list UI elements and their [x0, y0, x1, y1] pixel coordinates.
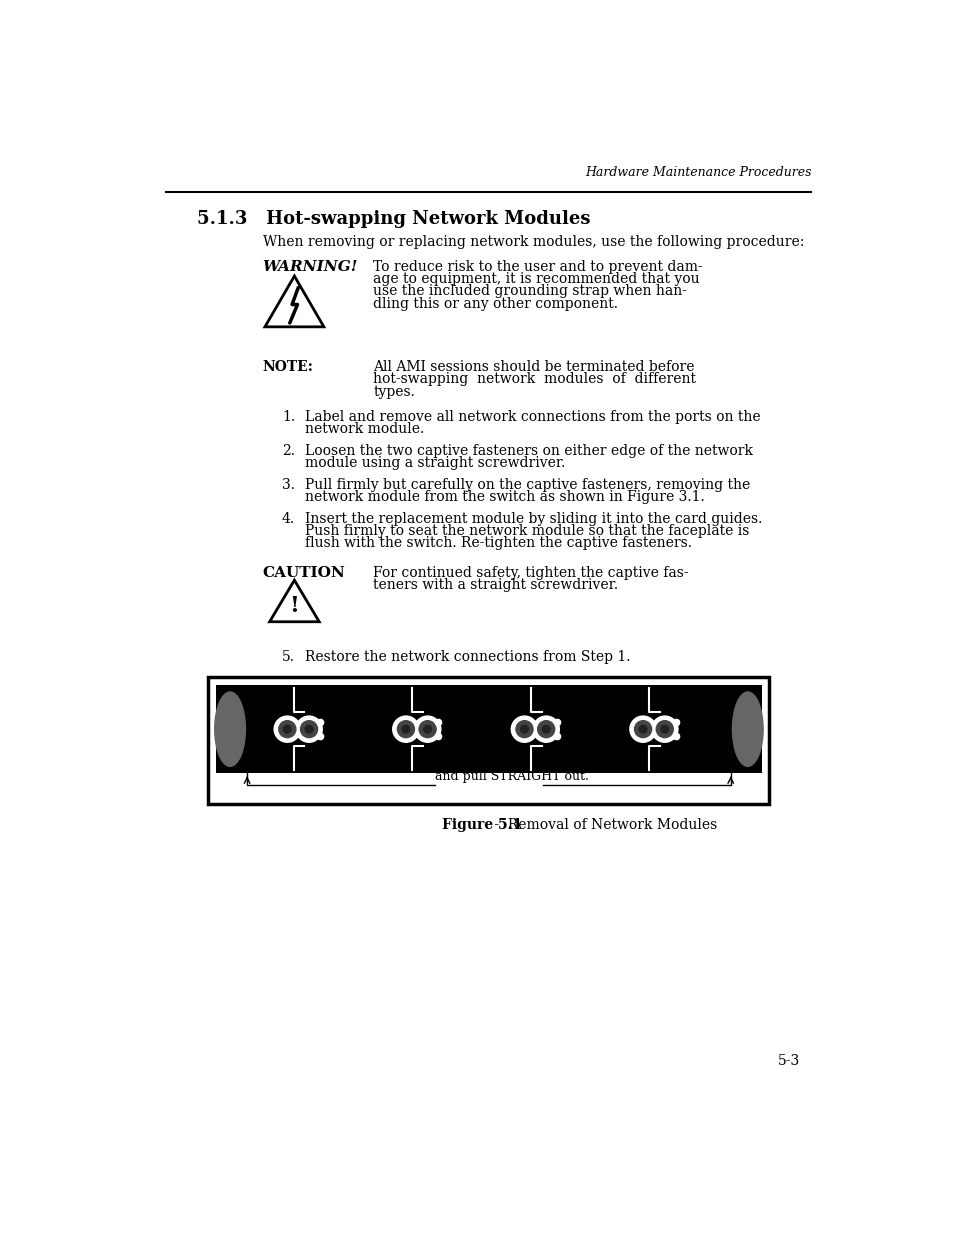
Text: Push firmly to seat the network module so that the faceplate is: Push firmly to seat the network module s… [305, 524, 749, 538]
Text: flush with the switch. Re-tighten the captive fasteners.: flush with the switch. Re-tighten the ca… [305, 536, 692, 551]
Text: 3.: 3. [282, 478, 294, 492]
Circle shape [414, 716, 440, 742]
Circle shape [537, 721, 554, 737]
Text: network module from the switch as shown in Figure 3.1.: network module from the switch as shown … [305, 490, 704, 504]
Circle shape [423, 725, 431, 734]
Text: NOTE:: NOTE: [262, 359, 314, 374]
Bar [216, 685, 760, 773]
Circle shape [283, 725, 291, 734]
Circle shape [516, 721, 533, 737]
Text: When removing or replacing network modules, use the following procedure:: When removing or replacing network modul… [262, 235, 803, 249]
Ellipse shape [214, 692, 245, 767]
Circle shape [397, 721, 414, 737]
Text: -  Removal of Network Modules: - Removal of Network Modules [490, 818, 717, 832]
Ellipse shape [732, 692, 762, 767]
Text: Label and remove all network connections from the ports on the: Label and remove all network connections… [305, 410, 760, 424]
Text: Restore the network connections from Step 1.: Restore the network connections from Ste… [305, 651, 630, 664]
Text: To reduce risk to the user and to prevent dam-: To reduce risk to the user and to preven… [373, 259, 702, 274]
Circle shape [300, 721, 317, 737]
Circle shape [639, 725, 646, 734]
Circle shape [278, 721, 295, 737]
Circle shape [520, 725, 528, 734]
Text: module using a straight screwdriver.: module using a straight screwdriver. [305, 456, 565, 471]
Circle shape [418, 721, 436, 737]
Text: teners with a straight screwdriver.: teners with a straight screwdriver. [373, 578, 618, 592]
Text: use the included grounding strap when han-: use the included grounding strap when ha… [373, 284, 687, 299]
Text: 5.1.3   Hot-swapping Network Modules: 5.1.3 Hot-swapping Network Modules [196, 210, 590, 227]
Text: Figure 5.1: Figure 5.1 [442, 818, 522, 832]
Circle shape [401, 725, 410, 734]
Circle shape [651, 716, 678, 742]
Text: Insert the replacement module by sliding it into the card guides.: Insert the replacement module by sliding… [305, 511, 761, 526]
Circle shape [295, 716, 322, 742]
Text: Loosen captive fasteners
and pull STRAIGHT out.: Loosen captive fasteners and pull STRAIG… [435, 756, 592, 783]
Circle shape [541, 725, 550, 734]
Circle shape [533, 716, 558, 742]
Circle shape [634, 721, 651, 737]
Circle shape [274, 716, 300, 742]
Text: types.: types. [373, 384, 415, 399]
Text: CAUTION: CAUTION [262, 566, 345, 579]
Bar [208, 677, 769, 804]
Text: 4.: 4. [282, 511, 294, 526]
Text: network module.: network module. [305, 422, 424, 436]
Circle shape [393, 716, 418, 742]
Text: 1.: 1. [282, 410, 294, 424]
Circle shape [305, 725, 313, 734]
Text: Hardware Maintenance Procedures: Hardware Maintenance Procedures [584, 165, 810, 179]
Text: For continued safety, tighten the captive fas-: For continued safety, tighten the captiv… [373, 566, 688, 579]
Text: Loosen the two captive fasteners on either edge of the network: Loosen the two captive fasteners on eith… [305, 443, 753, 458]
Text: age to equipment, it is recommended that you: age to equipment, it is recommended that… [373, 272, 700, 287]
Text: 5.: 5. [282, 651, 294, 664]
Text: dling this or any other component.: dling this or any other component. [373, 296, 618, 311]
Circle shape [629, 716, 656, 742]
Circle shape [511, 716, 537, 742]
Text: WARNING!: WARNING! [262, 259, 357, 274]
Text: Pull firmly but carefully on the captive fasteners, removing the: Pull firmly but carefully on the captive… [305, 478, 750, 492]
Text: !: ! [289, 594, 299, 616]
Text: 2.: 2. [282, 443, 294, 458]
Text: hot-swapping  network  modules  of  different: hot-swapping network modules of differen… [373, 372, 696, 387]
Circle shape [656, 721, 673, 737]
Text: 5-3: 5-3 [778, 1055, 800, 1068]
Text: All AMI sessions should be terminated before: All AMI sessions should be terminated be… [373, 359, 694, 374]
Circle shape [660, 725, 668, 734]
